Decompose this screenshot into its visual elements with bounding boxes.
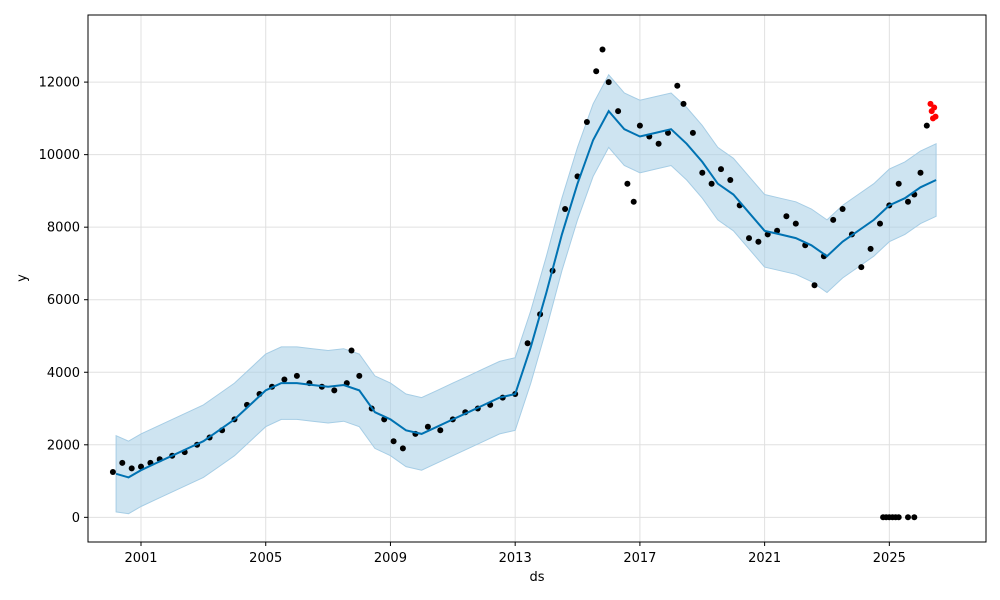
y-tick-label: 4000 bbox=[47, 366, 80, 381]
actual-point bbox=[746, 235, 752, 242]
actual-point bbox=[593, 68, 600, 75]
actual-point bbox=[674, 82, 681, 89]
actual-point bbox=[524, 340, 531, 347]
outlier-point bbox=[905, 514, 911, 521]
actual-point bbox=[583, 119, 590, 125]
y-tick-label: 6000 bbox=[47, 293, 80, 308]
actual-point bbox=[281, 376, 288, 383]
actual-point bbox=[811, 282, 818, 289]
actual-point bbox=[895, 180, 902, 187]
actual-point bbox=[877, 220, 883, 227]
y-tick-label: 10000 bbox=[39, 148, 80, 163]
outlier-point bbox=[911, 514, 918, 521]
actual-point bbox=[399, 445, 406, 452]
actual-point bbox=[708, 180, 715, 187]
x-tick-label: 2009 bbox=[374, 551, 407, 566]
actual-point bbox=[858, 264, 865, 271]
actual-point bbox=[128, 465, 135, 472]
plot-frame bbox=[87, 14, 987, 543]
actual-point bbox=[718, 166, 724, 173]
actual-point bbox=[689, 129, 696, 136]
forecast-line bbox=[115, 109, 937, 479]
actual-point bbox=[109, 469, 116, 475]
highlight-point bbox=[932, 113, 939, 120]
actual-point bbox=[905, 198, 911, 205]
actual-point bbox=[390, 438, 397, 445]
outlier-point bbox=[895, 514, 902, 521]
actual-point bbox=[699, 169, 706, 176]
actual-point bbox=[665, 129, 671, 136]
actual-point bbox=[348, 347, 355, 354]
actual-point bbox=[605, 79, 612, 86]
x-axis-label: ds bbox=[529, 570, 544, 585]
actual-point bbox=[119, 459, 126, 466]
actual-point bbox=[774, 227, 781, 234]
actual-point bbox=[138, 463, 144, 470]
actual-point bbox=[630, 198, 637, 205]
y-tick-label: 8000 bbox=[47, 221, 80, 236]
highlight-point bbox=[927, 100, 934, 107]
plot-layer: 2001 2005 2009 2013 2017 2021 2025 0 2000 4000 600… bbox=[39, 15, 986, 566]
y-tick-label: 12000 bbox=[39, 76, 80, 91]
actual-point bbox=[727, 177, 734, 183]
x-tick-label: 2025 bbox=[873, 551, 906, 566]
y-tick-label: 2000 bbox=[47, 438, 80, 453]
actual-point bbox=[636, 122, 643, 129]
x-tick-label: 2017 bbox=[623, 551, 656, 566]
actual-point bbox=[599, 46, 606, 53]
actual-point bbox=[624, 180, 631, 187]
actual-point bbox=[680, 100, 687, 107]
uncertainty-band bbox=[115, 73, 937, 515]
actual-point bbox=[764, 231, 771, 238]
actual-point bbox=[783, 213, 790, 220]
actual-point bbox=[792, 220, 799, 227]
actual-point bbox=[424, 423, 431, 430]
actual-point bbox=[356, 372, 363, 379]
actual-point bbox=[917, 169, 924, 176]
actual-point bbox=[562, 206, 569, 212]
y-axis-label: y bbox=[15, 274, 30, 282]
actual-point bbox=[331, 387, 338, 394]
actual-point bbox=[755, 238, 762, 245]
actual-point bbox=[655, 140, 662, 147]
actual-point bbox=[867, 245, 874, 252]
x-tick-label: 2021 bbox=[748, 551, 781, 566]
x-tick-label: 2001 bbox=[124, 551, 157, 566]
actual-point bbox=[437, 427, 444, 434]
actual-point bbox=[923, 122, 930, 129]
actual-point bbox=[839, 206, 846, 212]
actual-point bbox=[830, 216, 837, 223]
highlight-point bbox=[931, 104, 938, 111]
actual-point bbox=[615, 108, 622, 115]
x-tick-label: 2005 bbox=[249, 551, 282, 566]
y-tick-label: 0 bbox=[72, 511, 80, 526]
x-tick-label: 2013 bbox=[499, 551, 532, 566]
actual-point bbox=[293, 372, 300, 379]
